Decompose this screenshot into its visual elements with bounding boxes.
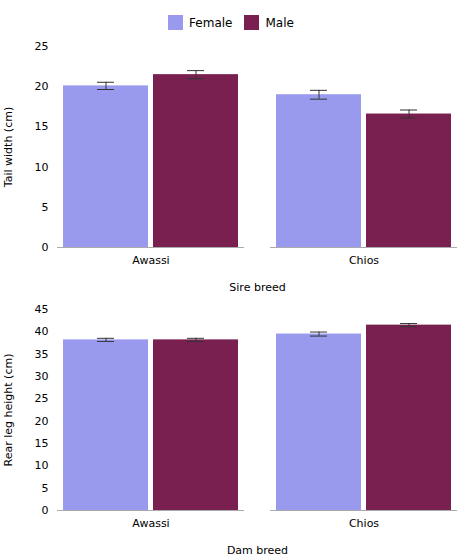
- svg-text:15: 15: [35, 437, 49, 450]
- svg-text:5: 5: [42, 482, 49, 495]
- html-text:Female: Female: [189, 15, 233, 30]
- html-text:Male: Male: [265, 15, 294, 30]
- svg-text:Awassi: Awassi: [132, 517, 169, 530]
- svg-text:20: 20: [35, 80, 49, 93]
- svg-text:0: 0: [42, 241, 49, 254]
- svg-text:20: 20: [35, 415, 49, 428]
- svg-text:40: 40: [35, 325, 49, 338]
- svg-text:Chios: Chios: [349, 254, 379, 267]
- svg-text:10: 10: [35, 459, 49, 472]
- svg-text:35: 35: [35, 348, 49, 361]
- svg-text:25: 25: [35, 40, 49, 53]
- svg-text:5: 5: [42, 201, 49, 214]
- svg-text:Tail width (cm): Tail width (cm): [2, 107, 15, 188]
- svg-text:15: 15: [35, 120, 49, 133]
- svg-text:30: 30: [35, 370, 49, 383]
- svg-text:Rear leg height (cm): Rear leg height (cm): [2, 354, 15, 467]
- svg-text:Dam breed: Dam breed: [227, 544, 288, 557]
- svg-text:Chios: Chios: [349, 517, 379, 530]
- svg-text:25: 25: [35, 392, 49, 405]
- svg-text:0: 0: [42, 504, 49, 517]
- svg-text:Awassi: Awassi: [132, 254, 169, 267]
- svg-text:Sire breed: Sire breed: [229, 281, 285, 294]
- svg-text:45: 45: [35, 303, 49, 316]
- svg-text:10: 10: [35, 161, 49, 174]
